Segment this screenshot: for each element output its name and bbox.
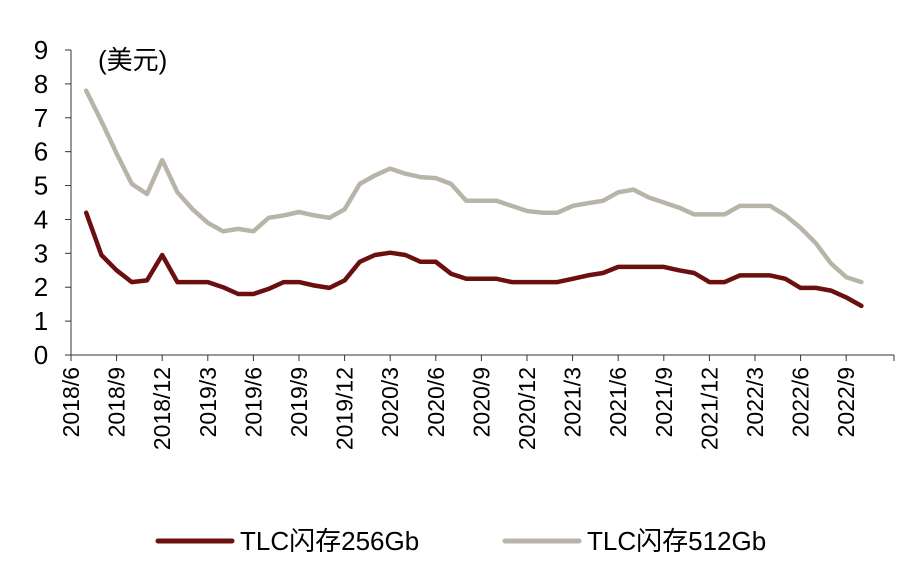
legend-label-1: TLC闪存256Gb: [240, 526, 419, 556]
y-axis-ticks: 0 1 2 3 45 6 7 8 9: [34, 35, 71, 370]
y-tick-label: 2: [34, 272, 48, 302]
y-tick-label: 5: [34, 171, 48, 201]
y-tick-label: 3: [34, 238, 48, 268]
y-tick-label: 8: [34, 69, 48, 99]
y-tick-label: 1: [34, 306, 48, 336]
x-tick-label: 2021/6: [605, 367, 631, 437]
x-tick-label: 2019/6: [240, 367, 266, 437]
x-tick-label: 2018/9: [104, 367, 130, 437]
x-tick-label: 2020/9: [468, 367, 494, 437]
legend-label-2: TLC闪存512Gb: [587, 526, 766, 556]
y-tick-label: 6: [34, 137, 48, 167]
x-tick-label: 2022/6: [788, 367, 814, 437]
x-tick-label: 2021/9: [651, 367, 677, 437]
x-tick-label: 2021/12: [696, 367, 722, 450]
x-tick-label: 2020/3: [377, 367, 403, 437]
chart-series: [83, 88, 864, 309]
y-tick-label: 0: [34, 340, 48, 370]
x-tick-label: 2018/6: [58, 367, 84, 437]
x-tick-label: 2021/3: [560, 367, 586, 437]
y-tick-label: 9: [34, 35, 48, 65]
chart-legend: TLC闪存256Gb TLC闪存512Gb: [155, 526, 766, 556]
x-tick-label: 2022/3: [742, 367, 768, 437]
y-tick-label: 4: [34, 204, 48, 234]
x-tick-label: 2019/12: [332, 367, 358, 450]
x-tick-label: 2020/12: [514, 367, 540, 450]
unit-label: (美元): [98, 45, 167, 75]
series-line-2: [83, 88, 864, 285]
x-axis-ticks: 2018/6 2018/9 2018/12 2019/3 2019/6 2019/9 201…: [58, 355, 895, 450]
x-tick-label: 2022/9: [833, 367, 859, 437]
x-tick-label: 2019/3: [195, 367, 221, 437]
x-tick-label: 2019/9: [286, 367, 312, 437]
series-line-1: [83, 210, 864, 309]
x-tick-label: 2018/12: [149, 367, 175, 450]
x-tick-label: 2020/6: [423, 367, 449, 437]
y-tick-label: 7: [34, 103, 48, 133]
